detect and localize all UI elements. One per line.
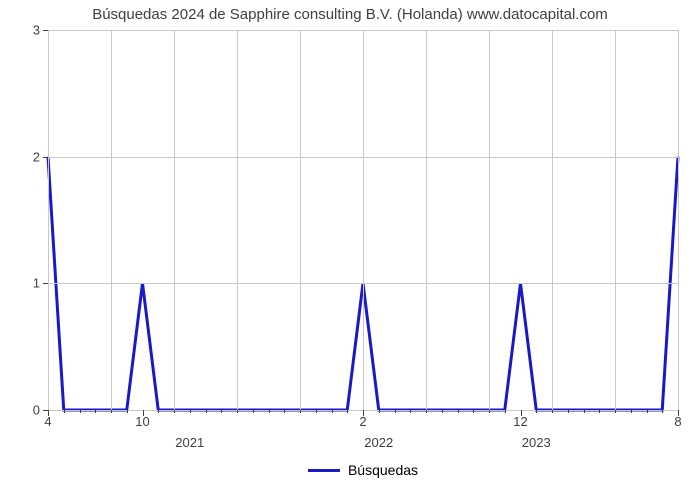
gridline-vertical	[615, 30, 616, 410]
x-tick-mark	[221, 410, 222, 413]
y-tick-mark	[43, 157, 48, 158]
x-tick-mark	[143, 410, 144, 416]
x-tick-mark	[174, 410, 175, 413]
gridline-horizontal	[48, 157, 678, 158]
x-tick-mark	[316, 410, 317, 413]
gridline-vertical	[237, 30, 238, 410]
gridline-vertical	[489, 30, 490, 410]
gridline-vertical	[678, 30, 679, 410]
plot-area: Búsquedas 01234102128202120222023	[48, 30, 678, 410]
x-tick-mark	[284, 410, 285, 413]
x-tick-mark	[662, 410, 663, 413]
gridline-horizontal	[48, 30, 678, 31]
x-tick-mark	[473, 410, 474, 413]
gridline-vertical	[426, 30, 427, 410]
x-tick-mark	[300, 410, 301, 413]
x-tick-mark	[552, 410, 553, 413]
y-tick-mark	[43, 283, 48, 284]
x-tick-mark	[206, 410, 207, 413]
x-tick-mark	[158, 410, 159, 413]
x-tick-mark	[521, 410, 522, 416]
x-tick-mark	[379, 410, 380, 413]
x-tick-mark	[111, 410, 112, 413]
gridline-vertical	[48, 30, 49, 410]
x-tick-mark	[458, 410, 459, 413]
x-tick-mark	[615, 410, 616, 413]
x-tick-mark	[237, 410, 238, 413]
x-year-label: 2023	[522, 435, 551, 450]
x-tick-mark	[80, 410, 81, 413]
x-tick-mark	[64, 410, 65, 413]
x-tick-mark	[332, 410, 333, 413]
gridline-vertical	[363, 30, 364, 410]
legend-swatch	[308, 469, 340, 472]
legend-label: Búsquedas	[348, 462, 418, 478]
x-tick-mark	[647, 410, 648, 413]
gridline-vertical	[552, 30, 553, 410]
x-tick-mark	[127, 410, 128, 413]
x-tick-mark	[568, 410, 569, 413]
chart-title: Búsquedas 2024 de Sapphire consulting B.…	[0, 6, 700, 23]
x-tick-mark	[395, 410, 396, 413]
x-tick-mark	[536, 410, 537, 413]
x-tick-mark	[584, 410, 585, 413]
x-tick-mark	[631, 410, 632, 413]
chart-container: Búsquedas 2024 de Sapphire consulting B.…	[0, 0, 700, 500]
x-tick-mark	[410, 410, 411, 413]
x-tick-mark	[190, 410, 191, 413]
x-tick-mark	[363, 410, 364, 416]
y-tick-mark	[43, 30, 48, 31]
x-year-label: 2021	[175, 435, 204, 450]
x-tick-mark	[442, 410, 443, 413]
x-tick-mark	[505, 410, 506, 413]
x-tick-mark	[253, 410, 254, 413]
x-tick-mark	[95, 410, 96, 413]
x-tick-mark	[599, 410, 600, 413]
legend: Búsquedas	[308, 462, 418, 478]
x-year-label: 2022	[364, 435, 393, 450]
x-tick-mark	[48, 410, 49, 416]
gridline-horizontal	[48, 283, 678, 284]
x-tick-mark	[269, 410, 270, 413]
gridline-vertical	[111, 30, 112, 410]
gridline-vertical	[174, 30, 175, 410]
x-tick-mark	[426, 410, 427, 413]
x-tick-mark	[489, 410, 490, 413]
gridline-vertical	[300, 30, 301, 410]
x-tick-mark	[347, 410, 348, 413]
x-tick-mark	[678, 410, 679, 416]
